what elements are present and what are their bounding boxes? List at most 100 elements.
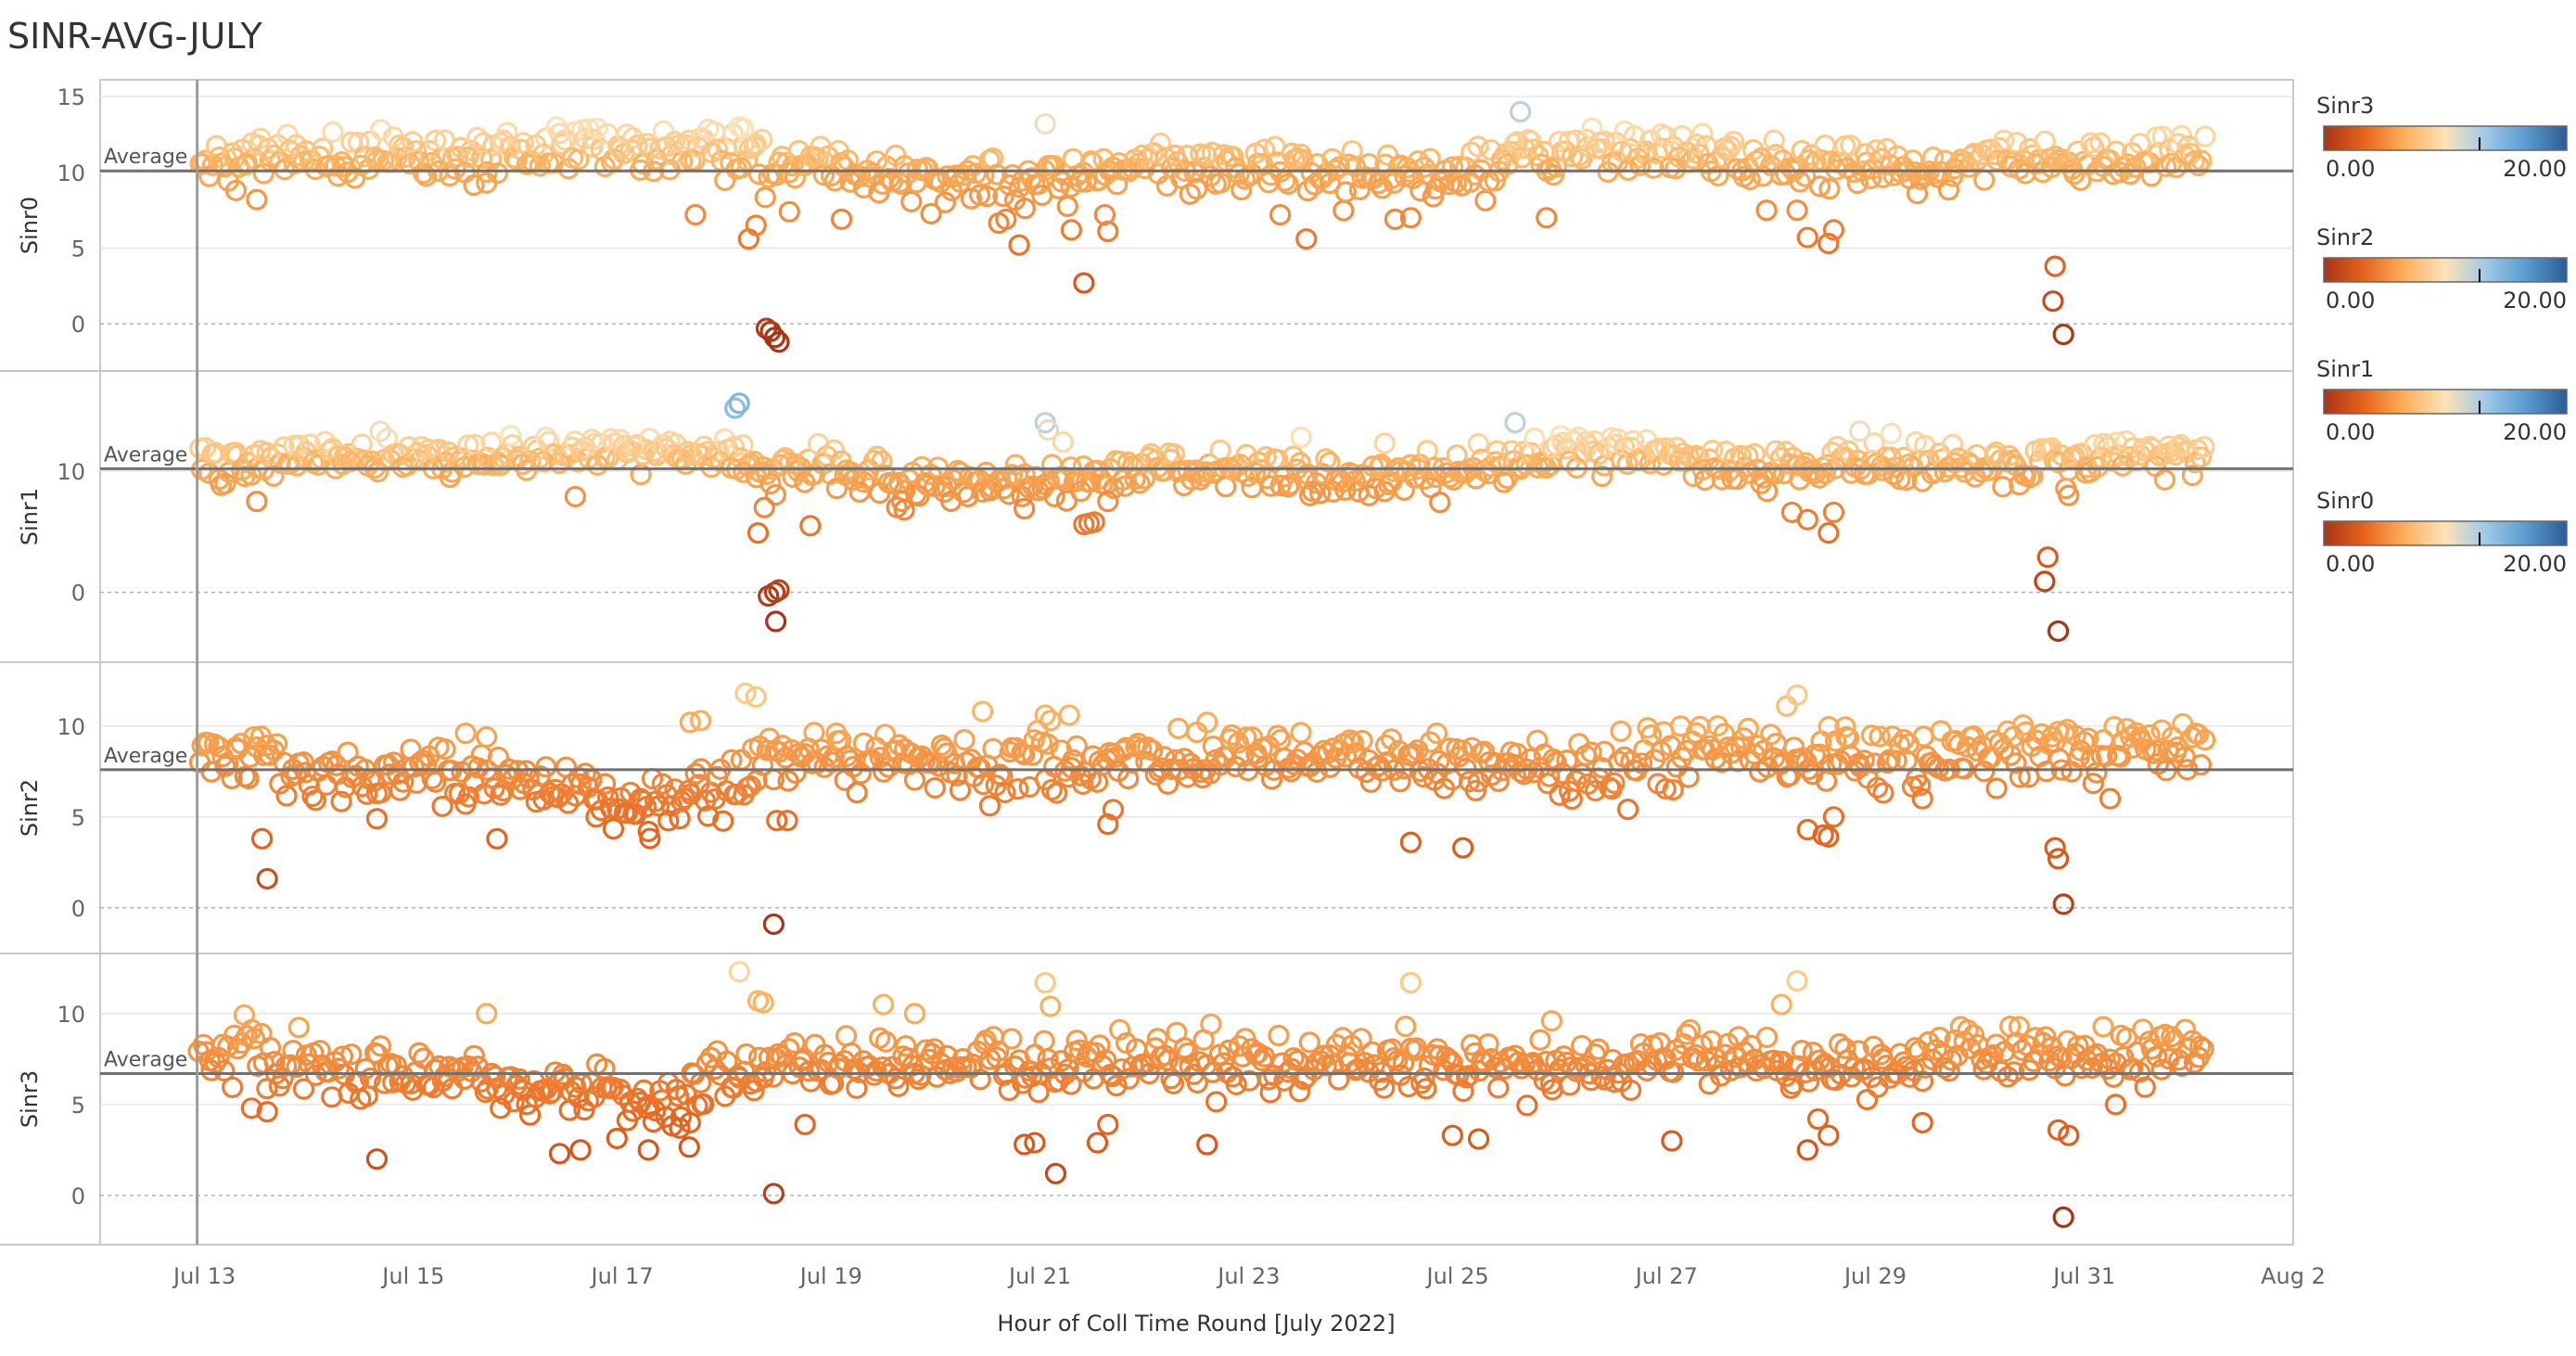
data-point [1973, 761, 1996, 783]
data-point [1817, 1124, 1840, 1146]
data-point [797, 1060, 821, 1082]
x-tick-label: Jul 25 [1424, 1263, 1488, 1289]
data-point [1822, 219, 1845, 241]
data-point [256, 1101, 278, 1123]
data-point [1860, 724, 1882, 747]
data-point [846, 782, 868, 804]
data-point [745, 685, 767, 709]
data-point [2042, 290, 2064, 313]
data-point [874, 1030, 897, 1053]
data-point [895, 1035, 917, 1057]
data-point [1868, 725, 1891, 748]
data-point [392, 771, 414, 793]
panel-sinr0: Sinr0 0 5 10 15 Average [0, 79, 2294, 372]
panel-sinr1: Sinr1 0 10 Average [0, 370, 2294, 663]
data-point [1044, 1162, 1067, 1184]
data-point [1855, 1088, 1879, 1111]
data-point [759, 472, 782, 495]
data-point [920, 202, 942, 225]
data-point [586, 117, 608, 140]
data-point [1097, 1113, 1119, 1136]
data-point [714, 169, 736, 191]
data-point [548, 1143, 571, 1165]
data-point [978, 795, 1001, 817]
data-point [1523, 761, 1545, 784]
data-point [751, 128, 773, 150]
data-point [1929, 1026, 1951, 1049]
data-point [466, 757, 490, 779]
data-point [1691, 122, 1714, 145]
data-point [816, 145, 839, 168]
data-point [2008, 1016, 2031, 1038]
data-point [1911, 1111, 1933, 1134]
data-point [330, 790, 352, 812]
data-point [823, 439, 845, 461]
data-point [535, 756, 557, 778]
data-point [1859, 167, 1881, 190]
data-point [476, 172, 498, 194]
data-point [1350, 1028, 1372, 1050]
data-point [644, 1099, 667, 1122]
data-point [1545, 751, 1567, 774]
data-point [480, 431, 503, 454]
data-point [1511, 1057, 1533, 1080]
data-point [778, 1038, 800, 1060]
data-point [2005, 752, 2027, 774]
data-point [2034, 570, 2056, 593]
data-point [728, 961, 750, 983]
data-point [574, 762, 596, 785]
data-point [835, 745, 858, 767]
data-point [1487, 770, 1510, 792]
data-point [606, 1127, 628, 1150]
data-point [1786, 684, 1808, 707]
data-point [920, 463, 942, 486]
data-point [484, 1066, 506, 1088]
data-point [988, 1040, 1010, 1062]
data-point [1086, 1132, 1109, 1154]
data-point [1347, 1057, 1370, 1080]
y-axis-title: Sinr2 [17, 779, 43, 837]
data-point [246, 188, 268, 211]
data-point [1055, 490, 1078, 512]
data-point [2044, 837, 2066, 859]
x-tick-label: Jul 17 [590, 1263, 654, 1289]
data-point [1467, 135, 1489, 158]
data-point [835, 1025, 858, 1047]
data-point [992, 185, 1014, 208]
data-point [739, 774, 761, 798]
data-point [1898, 453, 1920, 475]
data-point [1456, 1067, 1478, 1089]
data-point [408, 1042, 430, 1064]
legend-color-ramp [2323, 125, 2568, 151]
data-point [502, 433, 524, 456]
data-point [1373, 1077, 1396, 1099]
data-point [1808, 175, 1831, 198]
x-tick-label: Jul 29 [1843, 1263, 1906, 1289]
data-point [2084, 433, 2106, 456]
data-point [2184, 452, 2206, 474]
data-point [1268, 1024, 1290, 1047]
data-point [1185, 178, 1208, 200]
data-point [1295, 228, 1318, 250]
data-point [1682, 147, 1704, 170]
data-point [1723, 131, 1745, 153]
data-point [995, 208, 1017, 231]
data-point [1348, 178, 1371, 201]
average-label: Average [104, 443, 187, 467]
data-point [1228, 163, 1250, 185]
legend-max-label: 20.00 [2503, 551, 2567, 577]
data-point [337, 741, 359, 763]
data-point [753, 496, 775, 518]
data-point [2077, 727, 2099, 749]
data-point [1205, 1091, 1228, 1113]
data-point [351, 433, 373, 455]
y-tick-label: 5 [71, 237, 85, 262]
data-point [1817, 522, 1840, 544]
data-point [1834, 1037, 1856, 1059]
data-point [1796, 1139, 1818, 1161]
data-point [463, 1044, 485, 1067]
data-point [213, 1059, 236, 1082]
data-point [1319, 173, 1341, 195]
data-point [763, 326, 786, 349]
data-point [304, 789, 326, 812]
